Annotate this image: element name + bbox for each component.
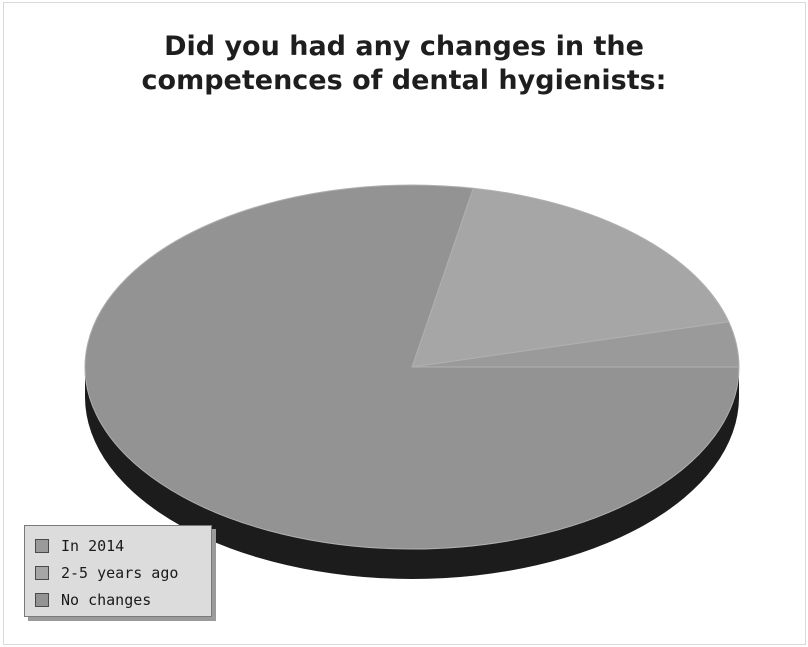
pie-side-band [85, 367, 739, 579]
chart-title: Did you had any changes in the competenc… [0, 30, 808, 98]
pie-slice-no-changes [84, 184, 740, 550]
chart-title-line-1: Did you had any changes in the [164, 31, 644, 62]
chart-legend: In 2014 2-5 years ago No changes [24, 525, 212, 617]
legend-label-in-2014: In 2014 [61, 536, 125, 555]
legend-label-no-changes: No changes [61, 590, 152, 609]
legend-label-2-5-years-ago: 2-5 years ago [61, 563, 179, 582]
legend-item-in-2014: In 2014 [25, 532, 211, 559]
legend-swatch-in-2014 [35, 538, 49, 553]
pie-depth [85, 367, 739, 579]
legend-item-2-5-years-ago: 2-5 years ago [25, 559, 211, 586]
chart-title-line-2: competences of dental hygienists: [141, 65, 667, 96]
legend-item-no-changes: No changes [25, 586, 211, 613]
legend-swatch-2-5-years-ago [35, 565, 49, 580]
legend-swatch-no-changes [35, 592, 49, 607]
pie-slice-2-5-years-ago [411, 187, 730, 368]
pie-slices [84, 184, 740, 550]
